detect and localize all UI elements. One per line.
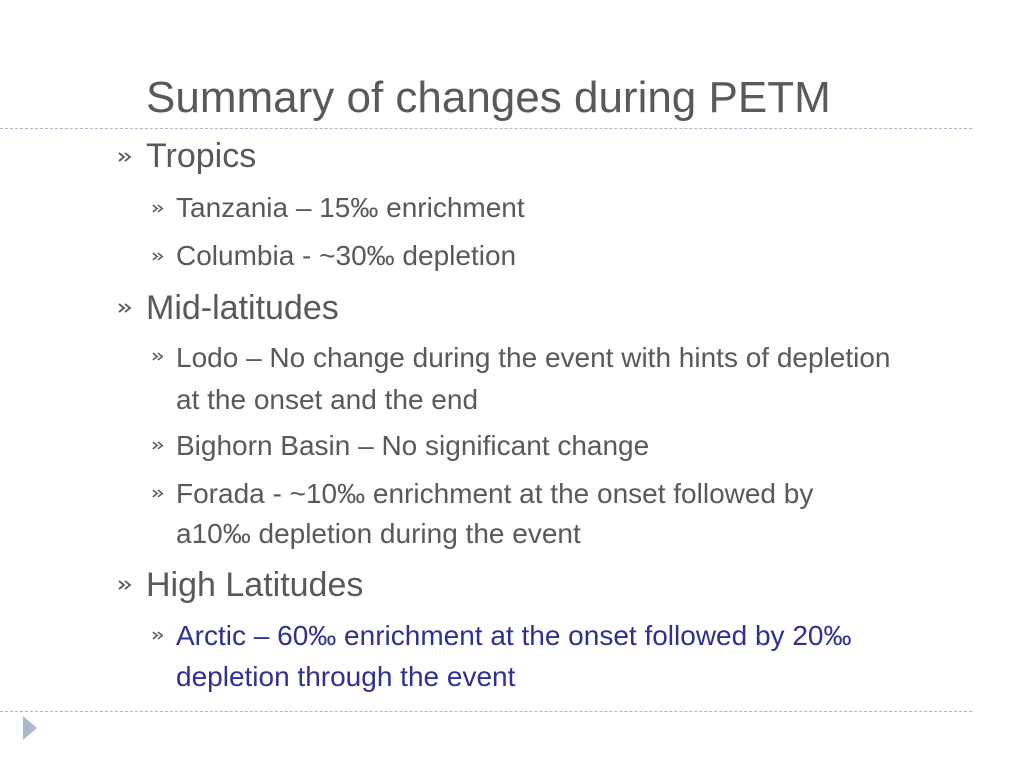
play-arrow-icon[interactable]: [22, 715, 38, 746]
section-heading-high-latitudes: High Latitudes: [146, 566, 364, 604]
section-heading-mid-latitudes: Mid-latitudes: [146, 289, 339, 327]
list-item: Tanzania – 15‰ enrichment: [176, 192, 525, 223]
wingding-bullet-icon: [152, 204, 166, 214]
wingding-bullet-icon: [118, 152, 132, 162]
wingding-bullet-icon: [152, 631, 166, 641]
list-item-line: at the onset and the end: [176, 384, 479, 415]
list-item-line: depletion through the event: [176, 661, 516, 692]
list-item: Bighorn Basin – No significant change: [176, 430, 650, 461]
section-heading-tropics: Tropics: [146, 137, 257, 175]
slide-title: Summary of changes during PETM: [146, 73, 831, 122]
list-item-line: Forada - ~10‰ enrichment at the onset fo…: [176, 478, 814, 509]
wingding-bullet-icon: [152, 441, 166, 451]
list-item: Columbia - ~30‰ depletion: [176, 240, 517, 271]
wingding-bullet-icon: [118, 303, 132, 313]
wingding-bullet-icon: [152, 489, 166, 499]
footer-divider: [0, 711, 972, 712]
wingding-bullet-icon: [118, 580, 132, 590]
list-item-line: a10‰ depletion during the event: [176, 518, 581, 549]
wingding-bullet-icon: [152, 352, 166, 362]
wingding-bullet-icon: [152, 252, 166, 262]
list-item-line: Arctic – 60‰ enrichment at the onset fol…: [176, 620, 852, 651]
list-item-line: Lodo – No change during the event with h…: [176, 342, 891, 373]
title-divider: [0, 128, 972, 129]
